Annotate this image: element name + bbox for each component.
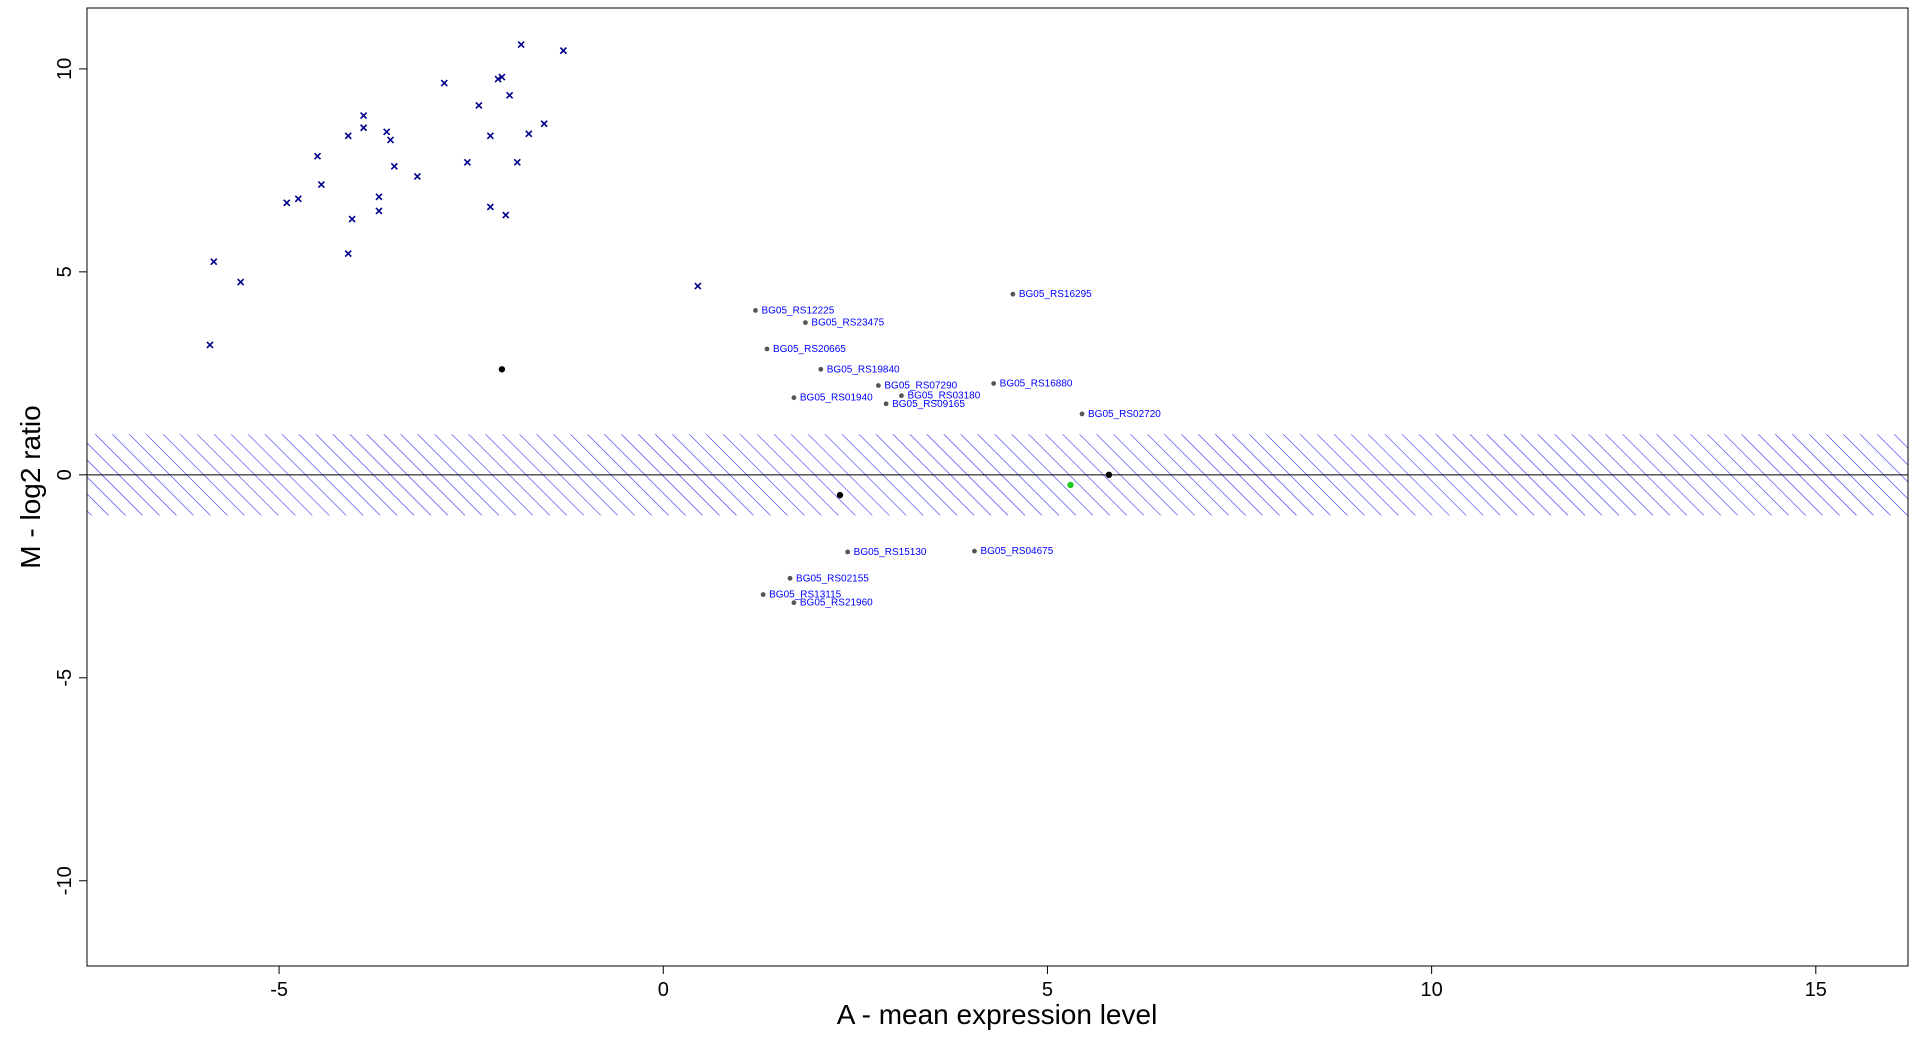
outlier-point <box>559 47 567 55</box>
outlier-point <box>463 158 471 166</box>
labeled-point <box>1079 411 1085 417</box>
y-tick-label: 10 <box>54 58 76 80</box>
labeled-point <box>791 600 797 606</box>
labeled-point <box>876 383 881 388</box>
labeled-point <box>845 549 851 555</box>
outlier-point <box>540 120 548 128</box>
outlier-point <box>413 172 421 181</box>
gene-label: BG05_RS02155 <box>796 573 869 584</box>
gene-label: BG05_RS03180 <box>907 391 980 402</box>
outlier-point <box>390 162 398 170</box>
outlier-point <box>344 132 352 140</box>
outlier-point <box>348 215 356 223</box>
y-tick-label: 0 <box>54 469 76 480</box>
outlier-point <box>283 199 291 207</box>
labeled-point <box>991 381 997 386</box>
x-tick-label: 0 <box>658 979 669 1001</box>
outlier-point <box>360 124 368 132</box>
outlier-point <box>694 282 702 290</box>
outlier-point <box>210 258 218 266</box>
x-axis-title: A - mean expression level <box>837 999 1158 1030</box>
y-tick-label: -10 <box>54 866 76 895</box>
outlier-point <box>498 73 506 81</box>
x-tick-label: 10 <box>1420 979 1442 1001</box>
y-tick-label: -5 <box>54 669 76 687</box>
labeled-point <box>760 592 766 597</box>
outlier-point <box>486 203 494 211</box>
y-tick-label: 5 <box>54 266 76 277</box>
outlier-point <box>344 250 352 258</box>
outlier-point <box>517 40 525 49</box>
labeled-point <box>753 308 758 313</box>
gene-label: BG05_RS21960 <box>800 598 873 609</box>
gene-label: BG05_RS04675 <box>980 546 1053 557</box>
labeled-point <box>791 395 797 401</box>
gene-label: BG05_RS19840 <box>827 364 900 375</box>
outlier-point <box>375 193 383 201</box>
labeled-point <box>764 346 770 352</box>
outlier-point <box>506 91 514 99</box>
gene-label: BG05_RS12225 <box>761 305 834 316</box>
outlier-point <box>237 278 245 286</box>
gene-label: BG05_RS13115 <box>769 590 842 601</box>
outlier-point <box>502 211 510 219</box>
x-tick-label: -5 <box>270 979 288 1001</box>
gene-label: BG05_RS16880 <box>1000 378 1073 389</box>
labeled-point <box>883 401 889 407</box>
outlier-point <box>494 75 502 83</box>
labeled-point <box>818 366 824 372</box>
labeled-point <box>899 393 904 399</box>
highlight-point <box>1105 471 1113 479</box>
outlier-point <box>475 101 483 109</box>
highlight-point <box>1067 481 1074 489</box>
gene-label: BG05_RS07290 <box>884 381 957 392</box>
outlier-point <box>386 136 395 144</box>
labeled-point <box>787 575 793 581</box>
outlier-point <box>360 112 368 120</box>
outlier-point <box>525 130 533 138</box>
outlier-point <box>440 79 448 87</box>
outlier-point <box>486 132 494 140</box>
x-tick-label: 5 <box>1042 979 1053 1001</box>
gene-label: BG05_RS09165 <box>892 399 965 410</box>
gene-label: BG05_RS02720 <box>1088 409 1161 420</box>
gene-label: BG05_RS01940 <box>800 393 873 404</box>
outlier-point <box>206 341 214 349</box>
outlier-point <box>513 158 521 166</box>
y-axis-title: M - log2 ratio <box>15 405 46 568</box>
gene-label: BG05_RS20665 <box>773 344 846 355</box>
outlier-point <box>383 128 391 136</box>
labeled-point <box>803 320 808 325</box>
gene-label: BG05_RS23475 <box>811 318 884 329</box>
outlier-point <box>313 152 322 160</box>
highlight-point <box>498 366 506 373</box>
gene-label: BG05_RS16295 <box>1019 289 1092 300</box>
gene-label: BG05_RS15130 <box>854 547 927 558</box>
outlier-point <box>294 195 302 203</box>
plot-frame <box>86 7 1909 967</box>
labeled-point <box>1010 291 1016 297</box>
outlier-point <box>317 181 325 189</box>
outlier-point <box>375 207 383 215</box>
x-tick-label: 15 <box>1805 979 1827 1001</box>
highlight-point <box>836 491 844 499</box>
labeled-point <box>972 548 977 554</box>
